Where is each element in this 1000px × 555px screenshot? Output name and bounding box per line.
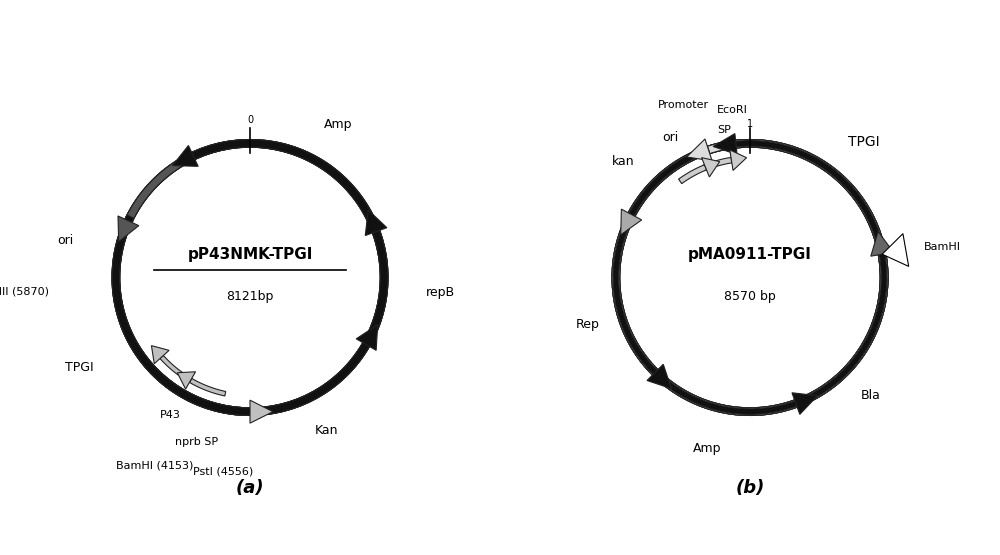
Text: nprb SP: nprb SP — [175, 437, 218, 447]
Text: 0: 0 — [247, 115, 253, 125]
Polygon shape — [612, 139, 888, 407]
Text: Bla: Bla — [861, 389, 881, 402]
Polygon shape — [613, 140, 887, 415]
Polygon shape — [365, 210, 387, 235]
Polygon shape — [612, 140, 888, 415]
Text: repB: repB — [426, 286, 455, 299]
Polygon shape — [189, 379, 226, 396]
Polygon shape — [160, 355, 192, 382]
Text: PstI (4556): PstI (4556) — [193, 466, 253, 476]
Text: Amp: Amp — [324, 118, 352, 132]
Polygon shape — [112, 139, 380, 416]
Polygon shape — [612, 139, 888, 416]
Text: SP: SP — [717, 125, 731, 135]
Polygon shape — [612, 139, 888, 416]
Polygon shape — [151, 346, 169, 364]
Polygon shape — [713, 134, 737, 154]
Text: 8121bp: 8121bp — [226, 290, 274, 303]
Polygon shape — [120, 139, 388, 416]
Polygon shape — [687, 139, 712, 161]
Text: TPGI: TPGI — [848, 135, 879, 149]
Text: ori: ori — [58, 234, 74, 246]
Text: 8570 bp: 8570 bp — [724, 290, 776, 303]
Polygon shape — [112, 139, 388, 416]
Polygon shape — [356, 325, 378, 350]
Text: TPGI: TPGI — [65, 361, 94, 374]
Polygon shape — [871, 231, 893, 256]
Text: Rep: Rep — [576, 317, 600, 331]
Text: (a): (a) — [236, 480, 264, 497]
Text: pP43NMK-TPGI: pP43NMK-TPGI — [187, 247, 313, 262]
Polygon shape — [882, 234, 909, 266]
Polygon shape — [118, 216, 139, 241]
Text: P43: P43 — [160, 410, 181, 420]
Polygon shape — [112, 139, 388, 416]
Text: Kan: Kan — [315, 423, 338, 437]
Polygon shape — [250, 400, 273, 423]
Text: kan: kan — [612, 155, 635, 168]
Text: EcoRI: EcoRI — [717, 105, 748, 115]
Polygon shape — [647, 364, 671, 388]
Polygon shape — [679, 165, 707, 184]
Text: BamHI (4153): BamHI (4153) — [116, 460, 193, 470]
Text: pMA0911-TPGI: pMA0911-TPGI — [688, 247, 812, 262]
Polygon shape — [702, 158, 732, 170]
Polygon shape — [628, 139, 888, 416]
Polygon shape — [792, 393, 818, 415]
Polygon shape — [112, 142, 388, 416]
Text: 1: 1 — [747, 119, 753, 129]
Text: Promoter: Promoter — [658, 100, 709, 110]
Text: ori: ori — [663, 131, 679, 144]
Text: HindIII (5870): HindIII (5870) — [0, 286, 49, 296]
Polygon shape — [621, 209, 642, 235]
Text: Amp: Amp — [693, 442, 722, 455]
Text: (b): (b) — [735, 480, 765, 497]
Polygon shape — [172, 145, 198, 166]
Text: BamHI: BamHI — [924, 242, 961, 252]
Polygon shape — [177, 372, 196, 389]
Polygon shape — [702, 158, 720, 177]
Polygon shape — [730, 150, 747, 170]
